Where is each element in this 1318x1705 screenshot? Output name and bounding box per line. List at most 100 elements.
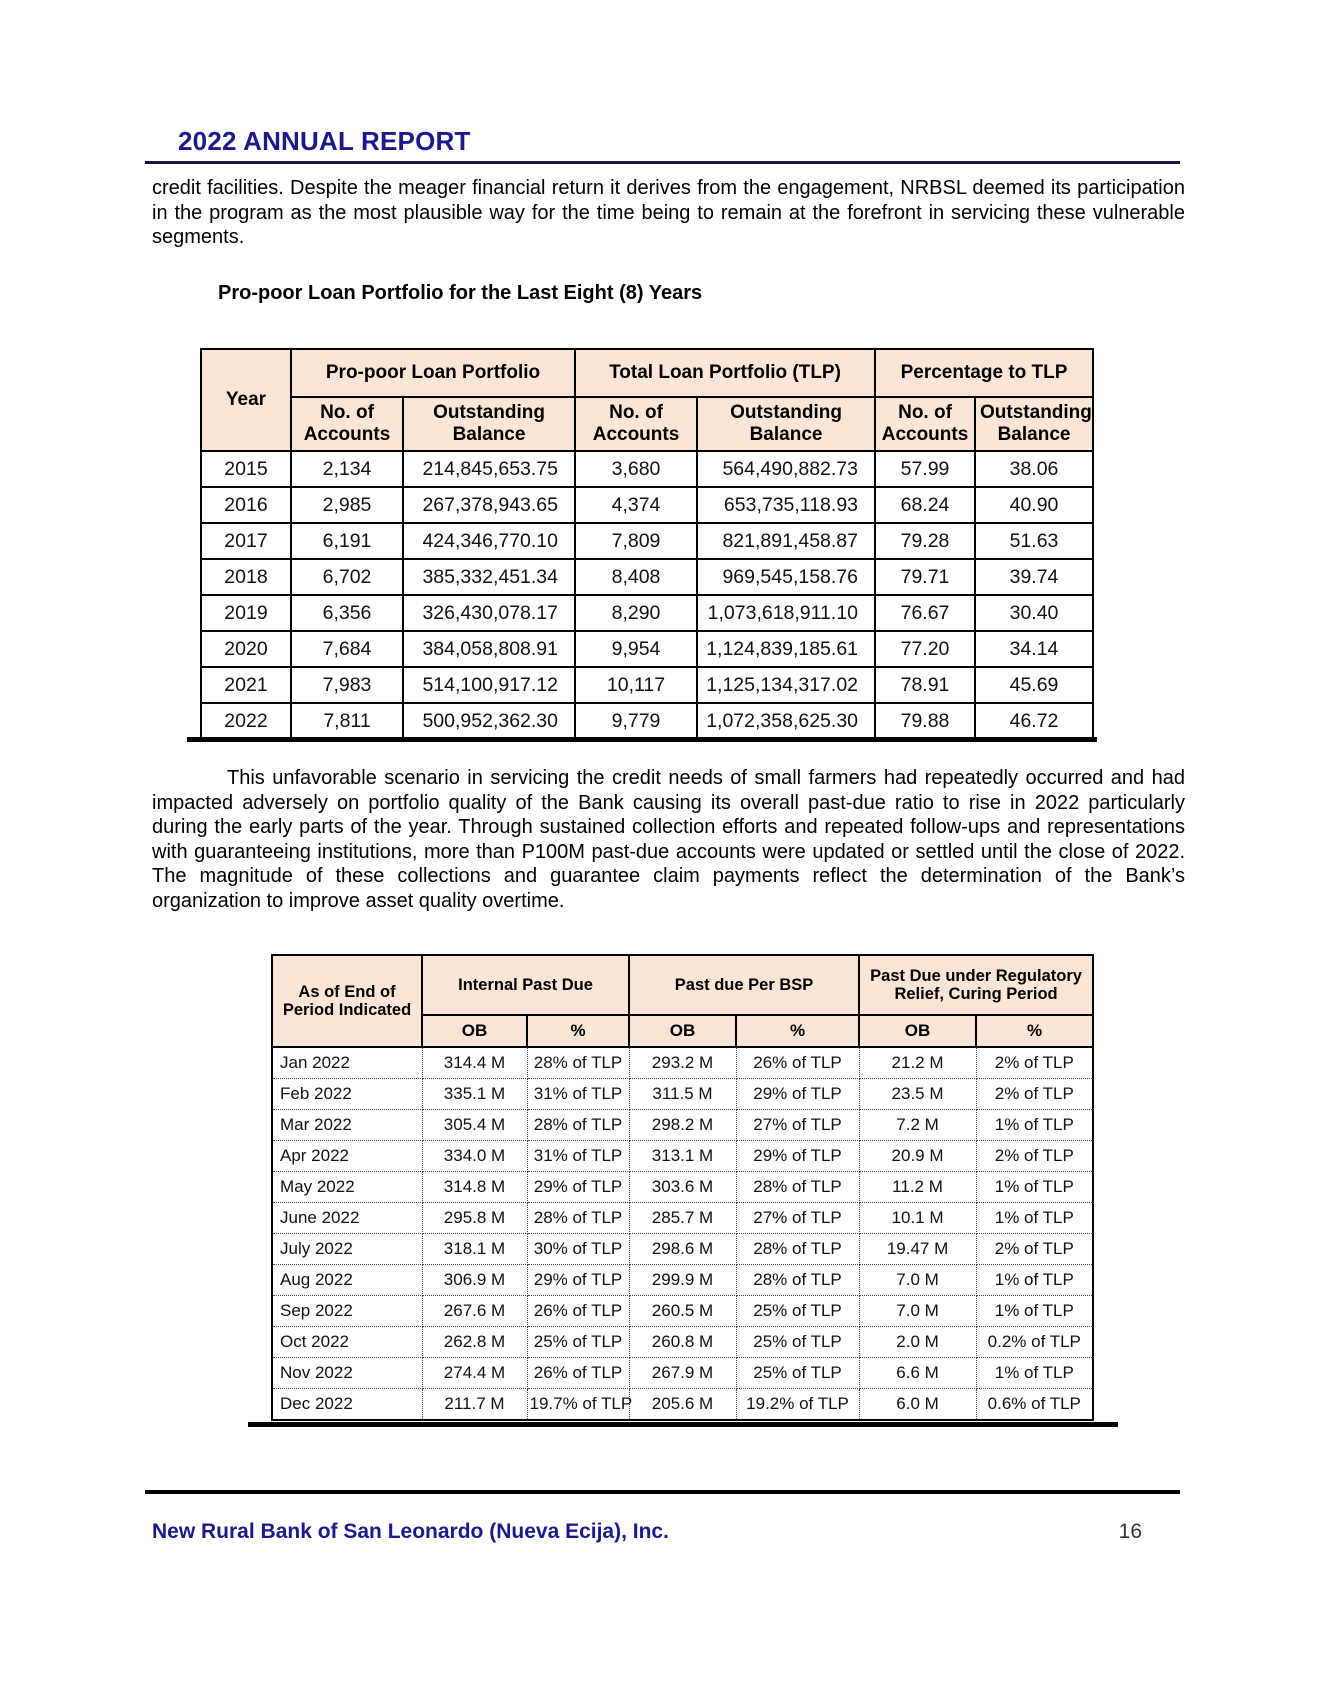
table-cell: 969,545,158.76 [696,558,877,596]
table-cell: 26% of TLP [526,1357,630,1389]
page-footer: New Rural Bank of San Leonardo (Nueva Ec… [152,1520,1142,1544]
table-row: May 2022 314.8 M 29% of TLP 303.6 M 28% of T… [271,1171,1094,1203]
table-cell: 45.69 [974,666,1095,704]
table-cell: 305.4 M [421,1109,528,1141]
table-cell: 267.9 M [628,1357,737,1389]
table-cell: 2017 [200,522,292,560]
table-cell: 4,374 [574,486,699,524]
table-cell: Feb 2022 [271,1078,423,1110]
table-cell: 3,680 [574,450,699,488]
table-cell: 9,779 [574,702,699,740]
table-cell: 7,983 [290,666,404,704]
table-cell: 2% of TLP [975,1078,1094,1110]
table-row: Oct 2022 262.8 M 25% of TLP 260.8 M 25% of T… [271,1326,1094,1358]
column-header-ob: OB [628,1014,738,1048]
table-row: Dec 2022 211.7 M 19.7% of TLP 205.6 M 19.2% … [271,1388,1094,1421]
table-cell: 28% of TLP [526,1109,630,1141]
table-cell: 211.7 M [421,1388,528,1421]
table-cell: 311.5 M [628,1078,737,1110]
table-cell: 39.74 [974,558,1095,596]
table-cell: 1% of TLP [975,1109,1094,1141]
table-cell: 2015 [200,450,292,488]
table-cell: 28% of TLP [526,1202,630,1234]
table-cell: 653,735,118.93 [696,486,877,524]
table-cell: 214,845,653.75 [401,450,577,488]
table-cell: 31% of TLP [526,1140,630,1172]
table-cell: 6.0 M [858,1388,977,1421]
table-row: July 2022 318.1 M 30% of TLP 298.6 M 28% of … [271,1233,1094,1265]
table-cell: 23.5 M [858,1078,977,1110]
table-cell: 267.6 M [421,1295,528,1327]
table-cell: June 2022 [271,1202,423,1234]
table-cell: 19.2% of TLP [735,1388,860,1421]
table-cell: 30.40 [974,594,1095,632]
table-cell: 46.72 [974,702,1095,740]
table-cell: 2% of TLP [975,1233,1094,1265]
loan-table-title: Pro-poor Loan Portfolio for the Last Eig… [218,282,703,304]
table-cell: 6,356 [290,594,404,632]
table-cell: 6.6 M [858,1357,977,1389]
table-cell: July 2022 [271,1233,423,1265]
table-cell: 51.63 [974,522,1095,560]
column-header-balance: Outstanding Balance [696,396,877,452]
column-header-ob: OB [421,1014,528,1048]
table-row: Nov 2022 274.4 M 26% of TLP 267.9 M 25% of T… [271,1357,1094,1389]
table-cell: 30% of TLP [526,1233,630,1265]
table-row: 2016 2,985 267,378,943.65 4,374 653,735,118.… [200,486,1095,524]
table-cell: 313.1 M [628,1140,737,1172]
table-cell: 10.1 M [858,1202,977,1234]
table-cell: 260.5 M [628,1295,737,1327]
table-cell: 31% of TLP [526,1078,630,1110]
table-cell: 2% of TLP [975,1140,1094,1172]
table-cell: 260.8 M [628,1326,737,1358]
column-header-accounts: No. of Accounts [574,396,699,452]
column-header-period: As of End of Period Indicated [271,954,423,1048]
table-cell: 0.6% of TLP [975,1388,1094,1421]
table-cell: 424,346,770.10 [401,522,577,560]
table-row: Apr 2022 334.0 M 31% of TLP 313.1 M 29% of T… [271,1140,1094,1172]
table-cell: Jan 2022 [271,1046,423,1079]
table-cell: 28% of TLP [526,1046,630,1079]
table-cell: 78.91 [874,666,977,704]
table-cell: 298.2 M [628,1109,737,1141]
loan-table-group-header-row: Year Pro-poor Loan Portfolio Total Loan … [200,348,1095,452]
table-cell: 68.24 [874,486,977,524]
table-cell: Mar 2022 [271,1109,423,1141]
loan-table-subheader-row: No. of Accounts Outstanding Balance No. … [201,396,1095,452]
column-header-balance: Outstanding Balance [401,396,577,452]
table-cell: 25% of TLP [735,1357,860,1389]
table-cell: 8,290 [574,594,699,632]
table-cell: 77.20 [874,630,977,668]
table-cell: Oct 2022 [271,1326,423,1358]
table-cell: 1,124,839,185.61 [696,630,877,668]
table-cell: 6,191 [290,522,404,560]
table-row: 2017 6,191 424,346,770.10 7,809 821,891,458.… [200,522,1095,560]
table-cell: 7,684 [290,630,404,668]
column-header-percent: % [975,1014,1095,1048]
column-group-internal-pastdue: Internal Past Due [420,954,631,1016]
column-group-percentage: Percentage to TLP [874,348,1095,398]
column-group-regulatory-relief: Past Due under Regulatory Relief, Curing… [858,954,1095,1016]
header-divider-rule [145,161,1180,164]
table-cell: 29% of TLP [526,1171,630,1203]
table-cell: 20.9 M [858,1140,977,1172]
table-row: 2015 2,134 214,845,653.75 3,680 564,490,882.… [200,450,1095,488]
table-cell: 25% of TLP [735,1326,860,1358]
table-row: 2021 7,983 514,100,917.12 10,117 1,125,134,3… [200,666,1095,704]
table-cell: 2019 [200,594,292,632]
table-row: Aug 2022 306.9 M 29% of TLP 299.9 M 28% of T… [271,1264,1094,1296]
table-cell: 2020 [200,630,292,668]
table-cell: 385,332,451.34 [401,558,577,596]
table-cell: 205.6 M [628,1388,737,1421]
table-cell: 79.28 [874,522,977,560]
column-group-tlp: Total Loan Portfolio (TLP) [574,348,877,398]
table-cell: Sep 2022 [271,1295,423,1327]
table2-bottom-rule [248,1422,1118,1427]
table-cell: 293.2 M [628,1046,737,1079]
table-cell: 267,378,943.65 [401,486,577,524]
table-cell: 295.8 M [421,1202,528,1234]
table-cell: 262.8 M [421,1326,528,1358]
table-cell: 564,490,882.73 [696,450,877,488]
pastdue-subheader-row: OB % OB % OB % [272,1014,1095,1048]
table-cell: 34.14 [974,630,1095,668]
